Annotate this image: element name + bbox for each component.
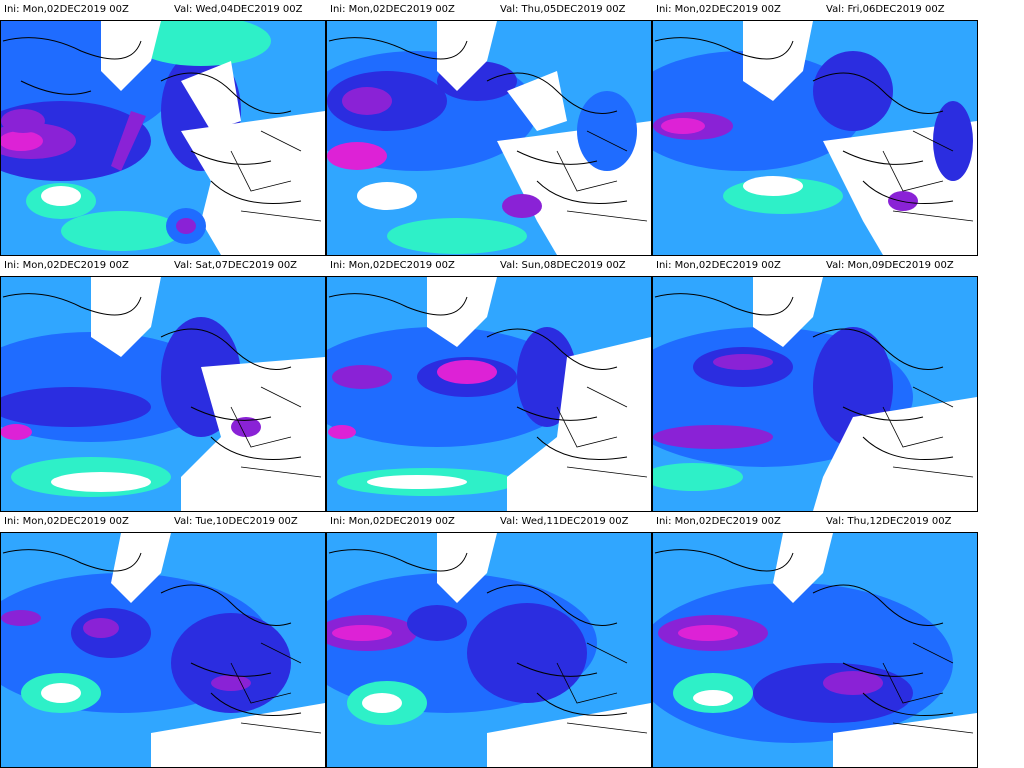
ini-timestamp: Ini: Mon,02DEC2019 00Z bbox=[656, 516, 781, 527]
ini-timestamp: Ini: Mon,02DEC2019 00Z bbox=[4, 260, 129, 271]
forecast-panel-7: Ini: Mon,02DEC2019 00Z Val: Tue,10DEC201… bbox=[0, 512, 326, 768]
map-graphic bbox=[1, 21, 325, 255]
valid-timestamp: Val: Wed,11DEC2019 00Z bbox=[500, 516, 629, 527]
ini-timestamp: Ini: Mon,02DEC2019 00Z bbox=[656, 260, 781, 271]
map-graphic bbox=[1, 277, 325, 511]
panel-header: Ini: Mon,02DEC2019 00Z Val: Tue,10DEC201… bbox=[0, 512, 326, 532]
ini-timestamp: Ini: Mon,02DEC2019 00Z bbox=[4, 516, 129, 527]
map-graphic bbox=[653, 21, 977, 255]
valid-timestamp: Val: Wed,04DEC2019 00Z bbox=[174, 4, 303, 15]
forecast-panel-9: Ini: Mon,02DEC2019 00Z Val: Thu,12DEC201… bbox=[652, 512, 978, 768]
forecast-panel-1: Ini: Mon,02DEC2019 00Z Val: Wed,04DEC201… bbox=[0, 0, 326, 256]
ini-timestamp: Ini: Mon,02DEC2019 00Z bbox=[330, 4, 455, 15]
weather-map bbox=[652, 532, 978, 768]
panel-header: Ini: Mon,02DEC2019 00Z Val: Sun,08DEC201… bbox=[326, 256, 652, 276]
panel-header: Ini: Mon,02DEC2019 00Z Val: Mon,09DEC201… bbox=[652, 256, 978, 276]
forecast-panel-5: Ini: Mon,02DEC2019 00Z Val: Sun,08DEC201… bbox=[326, 256, 652, 512]
ini-timestamp: Ini: Mon,02DEC2019 00Z bbox=[4, 4, 129, 15]
valid-timestamp: Val: Thu,05DEC2019 00Z bbox=[500, 4, 626, 15]
weather-map bbox=[326, 276, 652, 512]
map-graphic bbox=[653, 533, 977, 767]
map-graphic bbox=[327, 21, 651, 255]
panel-header: Ini: Mon,02DEC2019 00Z Val: Thu,05DEC201… bbox=[326, 0, 652, 20]
weather-map bbox=[0, 20, 326, 256]
panel-header: Ini: Mon,02DEC2019 00Z Val: Wed,04DEC201… bbox=[0, 0, 326, 20]
weather-map bbox=[0, 276, 326, 512]
map-graphic bbox=[653, 277, 977, 511]
panel-header: Ini: Mon,02DEC2019 00Z Val: Thu,12DEC201… bbox=[652, 512, 978, 532]
valid-timestamp: Val: Fri,06DEC2019 00Z bbox=[826, 4, 945, 15]
panel-header: Ini: Mon,02DEC2019 00Z Val: Fri,06DEC201… bbox=[652, 0, 978, 20]
valid-timestamp: Val: Sat,07DEC2019 00Z bbox=[174, 260, 298, 271]
weather-map bbox=[652, 276, 978, 512]
panel-header: Ini: Mon,02DEC2019 00Z Val: Wed,11DEC201… bbox=[326, 512, 652, 532]
valid-timestamp: Val: Mon,09DEC2019 00Z bbox=[826, 260, 954, 271]
weather-map bbox=[652, 20, 978, 256]
forecast-panel-3: Ini: Mon,02DEC2019 00Z Val: Fri,06DEC201… bbox=[652, 0, 978, 256]
ini-timestamp: Ini: Mon,02DEC2019 00Z bbox=[330, 260, 455, 271]
valid-timestamp: Val: Tue,10DEC2019 00Z bbox=[174, 516, 298, 527]
map-graphic bbox=[327, 277, 651, 511]
forecast-panel-4: Ini: Mon,02DEC2019 00Z Val: Sat,07DEC201… bbox=[0, 256, 326, 512]
valid-timestamp: Val: Sun,08DEC2019 00Z bbox=[500, 260, 626, 271]
weather-map bbox=[0, 532, 326, 768]
panel-header: Ini: Mon,02DEC2019 00Z Val: Sat,07DEC201… bbox=[0, 256, 326, 276]
forecast-panel-6: Ini: Mon,02DEC2019 00Z Val: Mon,09DEC201… bbox=[652, 256, 978, 512]
map-graphic bbox=[327, 533, 651, 767]
weather-map bbox=[326, 532, 652, 768]
ini-timestamp: Ini: Mon,02DEC2019 00Z bbox=[330, 516, 455, 527]
forecast-panel-8: Ini: Mon,02DEC2019 00Z Val: Wed,11DEC201… bbox=[326, 512, 652, 768]
map-graphic bbox=[1, 533, 325, 767]
weather-map bbox=[326, 20, 652, 256]
forecast-panel-2: Ini: Mon,02DEC2019 00Z Val: Thu,05DEC201… bbox=[326, 0, 652, 256]
ini-timestamp: Ini: Mon,02DEC2019 00Z bbox=[656, 4, 781, 15]
valid-timestamp: Val: Thu,12DEC2019 00Z bbox=[826, 516, 952, 527]
